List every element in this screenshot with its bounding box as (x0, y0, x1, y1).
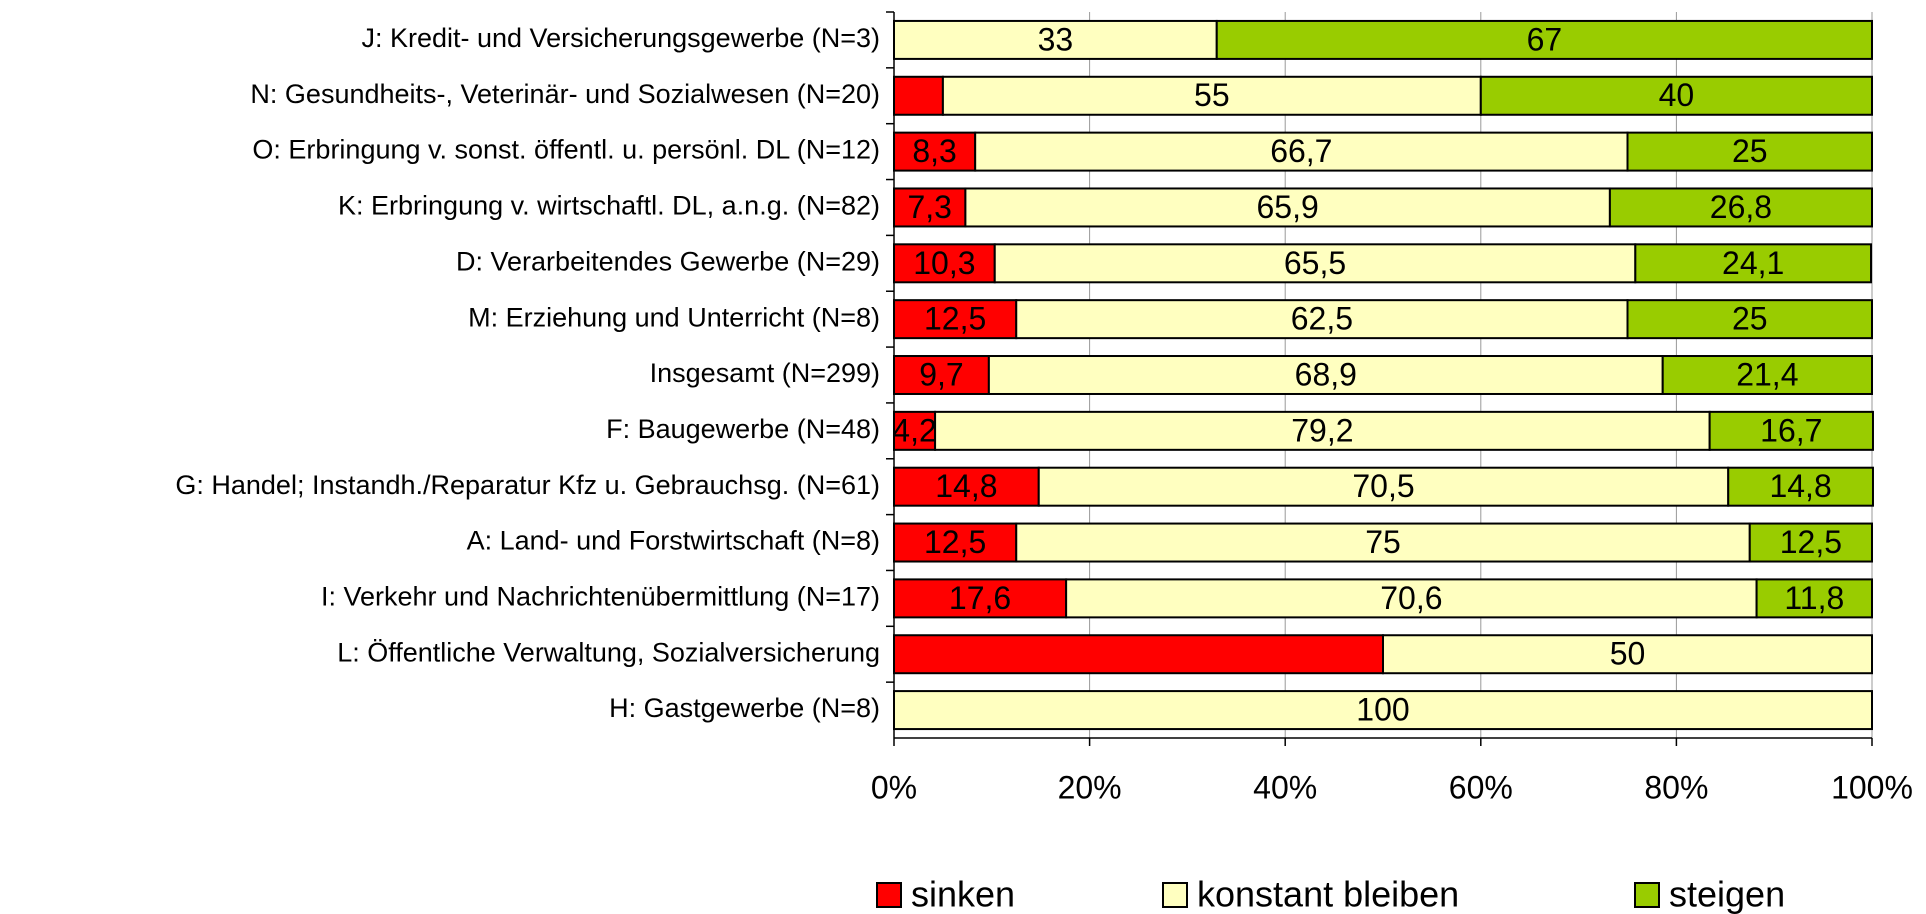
data-label: 26,8 (1710, 189, 1772, 225)
data-label: 25 (1732, 301, 1768, 337)
data-label: 65,9 (1257, 189, 1319, 225)
data-label: 55 (1194, 77, 1230, 113)
y-tick-label: M: Erziehung und Unterricht (N=8) (468, 302, 880, 332)
y-tick-label: I: Verkehr und Nachrichtenübermittlung (… (321, 582, 880, 612)
y-tick-label: O: Erbringung v. sonst. öffentl. u. pers… (252, 135, 880, 165)
data-label: 79,2 (1291, 412, 1353, 448)
y-tick-label: K: Erbringung v. wirtschaftl. DL, a.n.g.… (338, 191, 880, 221)
data-label: 11,8 (1784, 580, 1844, 616)
bar-segment (1755, 578, 1873, 619)
data-label: 9,7 (919, 356, 963, 392)
bar-segment (1661, 355, 1874, 395)
y-tick-label: D: Verarbeitendes Gewerbe (N=29) (456, 246, 880, 276)
bar-segment (893, 243, 996, 284)
bar-segment (1037, 466, 1730, 507)
bar-segment (941, 75, 1482, 116)
y-tick-label: Insgesamt (N=299) (650, 358, 880, 388)
data-label: 33 (1038, 21, 1074, 57)
bar-segment (1608, 187, 1873, 228)
data-label: 21,4 (1736, 356, 1798, 392)
y-tick-label: H: Gastgewerbe (N=8) (609, 693, 880, 723)
bar-segment (893, 299, 1018, 340)
data-label: 66,7 (1270, 133, 1332, 169)
data-label: 4,2 (892, 412, 936, 448)
bar-segment (934, 410, 1711, 451)
data-label: 70,5 (1352, 468, 1414, 504)
bar-segment (893, 634, 1384, 675)
x-tick-label: 20% (1058, 769, 1122, 805)
legend-swatch (1162, 882, 1188, 908)
bar-segment (1634, 243, 1873, 284)
data-label: 14,8 (1769, 468, 1831, 504)
data-label: 70,6 (1380, 580, 1442, 616)
data-label: 67 (1527, 21, 1563, 57)
data-label: 10,3 (913, 245, 975, 281)
bar-segment (893, 75, 944, 116)
bar-segment (1727, 466, 1874, 507)
data-label: 14,8 (935, 468, 997, 504)
bar-segment (1382, 634, 1873, 675)
bar-segment (893, 522, 1018, 563)
bar-segment (893, 19, 1218, 60)
data-label: 25 (1732, 133, 1768, 169)
x-tick-label: 40% (1253, 769, 1317, 805)
data-label: 62,5 (1291, 301, 1353, 337)
bar-segment (1626, 131, 1873, 172)
data-label: 68,9 (1295, 356, 1357, 392)
data-label: 7,3 (907, 189, 951, 225)
x-tick-label: 0% (871, 769, 917, 805)
y-tick-label: L: Öffentliche Verwaltung, Sozialversich… (337, 637, 880, 667)
y-tick-label: A: Land- und Forstwirtschaft (N=8) (467, 526, 880, 556)
legend-label: sinken (911, 874, 1015, 914)
data-label: 75 (1365, 524, 1401, 560)
bar-segment (1015, 522, 1751, 563)
y-tick-label: J: Kredit- und Versicherungsgewerbe (N=3… (361, 23, 880, 53)
bar-segment (893, 578, 1068, 619)
legend-label: steigen (1669, 874, 1785, 914)
x-tick-label: 100% (1831, 769, 1913, 805)
bar-segment (1748, 522, 1873, 563)
legend-label: konstant bleiben (1197, 874, 1459, 914)
data-label: 12,5 (924, 301, 986, 337)
x-tick-label: 80% (1644, 769, 1708, 805)
data-label: 65,5 (1284, 245, 1346, 281)
data-label: 50 (1610, 636, 1646, 672)
bar-segment (893, 410, 937, 451)
data-label: 16,7 (1760, 412, 1822, 448)
x-tick-label: 60% (1449, 769, 1513, 805)
bar-segment (893, 466, 1040, 507)
data-label: 12,5 (1780, 524, 1842, 560)
bar-segment (893, 690, 1873, 731)
bar-segment (893, 187, 967, 228)
bar-segment (1479, 75, 1874, 116)
bar-segment (1065, 578, 1758, 619)
bar-segment (1626, 299, 1873, 340)
y-tick-label: G: Handel; Instandh./Reparatur Kfz u. Ge… (175, 470, 880, 500)
legend-swatch (1634, 882, 1660, 908)
data-label: 17,6 (949, 580, 1011, 616)
legend-swatch (876, 882, 902, 908)
y-tick-label: F: Baugewerbe (N=48) (606, 414, 880, 444)
y-tick-label: N: Gesundheits-, Veterinär- und Sozialwe… (250, 79, 880, 109)
data-label: 24,1 (1722, 245, 1784, 281)
data-label: 40 (1659, 77, 1695, 113)
data-label: 8,3 (912, 133, 956, 169)
bar-segment (1215, 19, 1873, 60)
data-label: 12,5 (924, 524, 986, 560)
bar-segment (1708, 410, 1874, 451)
data-label: 100 (1356, 692, 1409, 728)
bar-segment (893, 355, 990, 395)
